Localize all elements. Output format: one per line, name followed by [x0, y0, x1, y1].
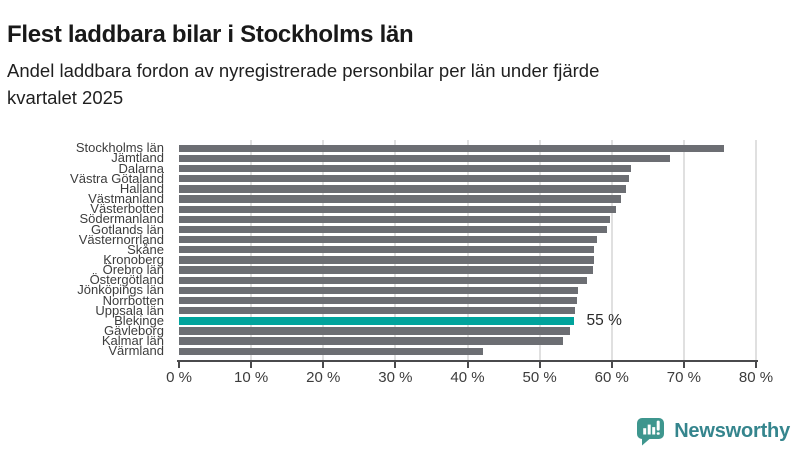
- bar: [179, 266, 593, 274]
- bar: [179, 246, 595, 254]
- category-label: Kronoberg: [103, 251, 164, 267]
- axis-tick: [250, 362, 253, 368]
- bar: [179, 195, 622, 203]
- bar: [179, 307, 575, 315]
- category-label: Norrbotten: [102, 292, 164, 308]
- x-tick-label: 20 %: [306, 369, 341, 386]
- bar: [179, 225, 607, 234]
- category-label: Örebro län: [102, 262, 164, 278]
- page-title: Flest laddbara bilar i Stockholms län: [7, 21, 414, 49]
- category-label: Stockholms län: [75, 140, 164, 156]
- x-tick-label: 80 %: [738, 369, 774, 386]
- bar: [179, 296, 578, 305]
- axis-tick: [755, 362, 757, 368]
- highlight-value-label: 55 %: [586, 311, 622, 329]
- bar: [179, 164, 631, 173]
- category-label: Jämtland: [111, 150, 164, 166]
- category-label: Västernorrland: [78, 231, 164, 247]
- chart-subtitle: Andel laddbara fordon av nyregistrerade …: [7, 57, 599, 111]
- x-axis-line: [177, 359, 758, 362]
- bar: [179, 327, 570, 335]
- axis-tick: [178, 362, 180, 368]
- bar: [179, 185, 627, 193]
- subtitle-line-1: Andel laddbara fordon av nyregistrerade …: [7, 60, 600, 81]
- bar: [179, 235, 598, 244]
- x-tick-label: 10 %: [234, 369, 269, 386]
- subtitle-line-2: kvartalet 2025: [7, 87, 124, 108]
- axis-tick: [682, 362, 685, 368]
- bar: [179, 347, 483, 355]
- gridline: [755, 140, 757, 360]
- category-label: Västra Götaland: [70, 170, 164, 186]
- axis-tick: [466, 362, 469, 368]
- bar: [179, 175, 630, 183]
- bar: [179, 286, 578, 295]
- category-label: Kalmar län: [101, 333, 164, 349]
- category-label: Västerbotten: [90, 201, 164, 217]
- x-tick-label: 70 %: [666, 369, 701, 386]
- category-label: Östergötland: [89, 272, 164, 288]
- bar: [179, 215, 610, 224]
- category-label: Dalarna: [118, 160, 164, 176]
- x-tick-label: 40 %: [450, 369, 485, 386]
- bar: [179, 205, 617, 213]
- category-label: Uppsala län: [95, 302, 164, 318]
- axis-tick: [322, 362, 325, 368]
- gridline: [610, 140, 613, 360]
- bar: [179, 276, 587, 284]
- category-label: Västmanland: [88, 191, 164, 207]
- bar: [179, 154, 671, 163]
- category-label: Värmland: [108, 343, 164, 359]
- brand-name: Newsworthy: [674, 419, 790, 442]
- category-label: Blekinge: [114, 312, 164, 328]
- gridline: [682, 140, 685, 360]
- bar-highlighted: [179, 317, 574, 325]
- axis-tick: [394, 362, 397, 368]
- category-label: Halland: [119, 180, 164, 196]
- category-label: Gävleborg: [104, 323, 164, 338]
- x-tick-label: 50 %: [522, 369, 557, 386]
- category-label: Jönköpings län: [77, 282, 164, 298]
- category-label: Skåne: [127, 241, 164, 257]
- x-tick-label: 30 %: [378, 369, 413, 386]
- newsworthy-logo: Newsworthy: [636, 416, 790, 446]
- category-label: Södermanland: [79, 211, 164, 227]
- bar: [179, 256, 594, 264]
- axis-tick: [610, 362, 613, 368]
- bar: [179, 144, 725, 152]
- category-label: Gotlands län: [91, 221, 164, 237]
- x-tick-label: 60 %: [594, 369, 629, 386]
- bar-chart-speech-bubble-icon: [636, 416, 665, 446]
- axis-tick: [538, 362, 541, 368]
- bar: [179, 337, 564, 345]
- x-tick-label: 0 %: [166, 369, 192, 386]
